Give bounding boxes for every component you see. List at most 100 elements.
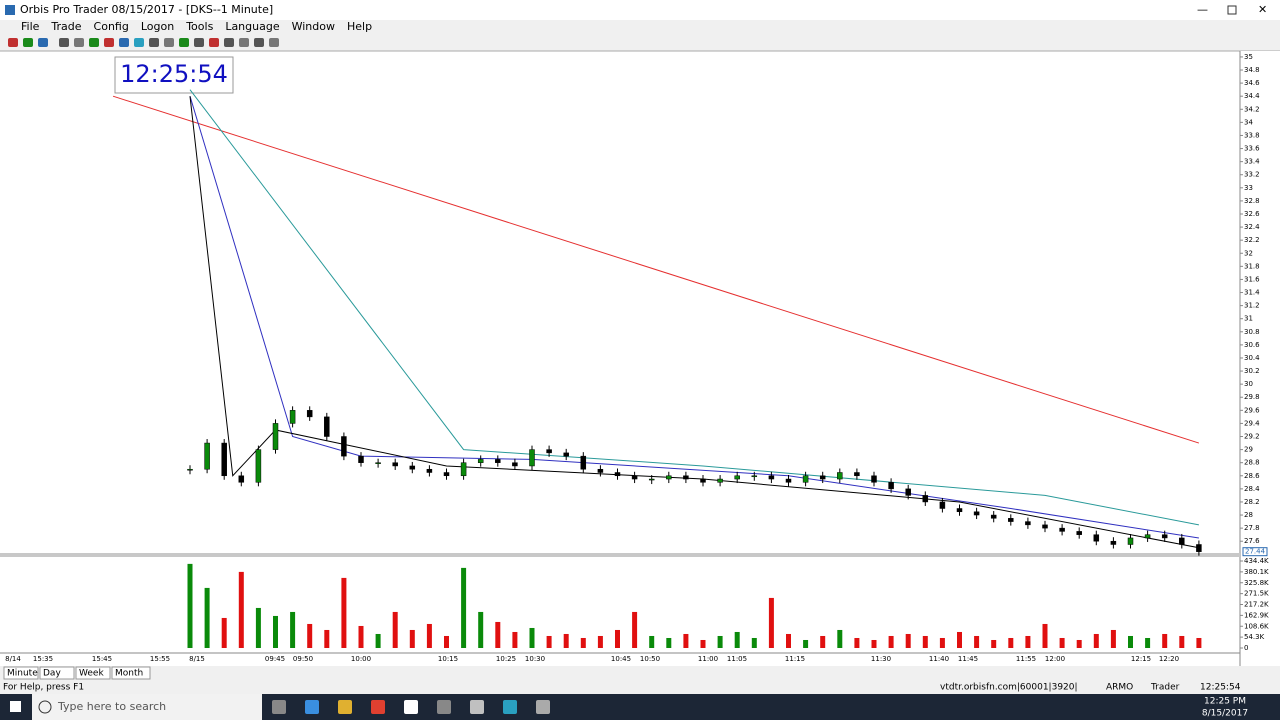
tool-icon[interactable] — [179, 38, 189, 47]
tool-icon[interactable] — [119, 38, 129, 47]
search-box[interactable] — [32, 694, 262, 720]
y-tick-label: 32.8 — [1244, 197, 1260, 205]
tool-icon[interactable] — [59, 38, 69, 47]
candle-body — [187, 468, 193, 471]
candle-body — [1127, 537, 1134, 545]
clock: 12:25:54 — [120, 60, 228, 88]
taskbar-app[interactable] — [536, 700, 550, 714]
menu-item[interactable]: File — [21, 20, 40, 33]
clock-box — [114, 56, 234, 94]
tab[interactable] — [39, 666, 75, 680]
tool-icon[interactable] — [194, 38, 204, 47]
volume-bar — [461, 567, 467, 648]
tool-icon[interactable] — [164, 38, 174, 47]
volume-bar — [734, 631, 740, 648]
candle-body — [819, 475, 826, 480]
tab[interactable] — [111, 666, 151, 680]
tool-icon[interactable] — [239, 38, 249, 47]
volume-bar — [1196, 637, 1202, 648]
time-label: 10:25 — [496, 655, 516, 663]
y-tick-label: 34.4 — [1244, 92, 1260, 100]
tool-icon[interactable] — [209, 38, 219, 47]
candle-body — [204, 442, 210, 470]
candle-body — [238, 475, 245, 483]
tool-icon[interactable] — [89, 38, 99, 47]
tabs: Minute Day Week Month — [3, 666, 151, 680]
volume-bar — [529, 627, 535, 648]
taskbar-app[interactable] — [470, 700, 484, 714]
tool-icon[interactable] — [224, 38, 234, 47]
candle-body — [392, 462, 398, 467]
menu-item[interactable]: Help — [347, 20, 372, 33]
close[interactable]: ✕ — [1258, 3, 1267, 16]
y-tick-label: 33 — [1244, 184, 1253, 192]
candle-body — [1008, 518, 1014, 522]
tool-icon[interactable] — [8, 38, 18, 47]
menu-item[interactable]: Trade — [50, 20, 81, 33]
volume-tick-label: 108.6K — [1244, 622, 1269, 630]
volume-bar — [290, 611, 296, 648]
volume-bar — [495, 621, 501, 648]
tray-time: 12:25 PM — [1204, 697, 1246, 707]
tool-icon[interactable] — [104, 38, 114, 47]
volume-bar — [1128, 635, 1133, 648]
taskbar-app[interactable] — [305, 700, 319, 714]
volume-bar — [905, 633, 911, 648]
menu-item[interactable]: Window — [292, 20, 335, 33]
moving-average — [112, 95, 1200, 444]
tool-icon[interactable] — [254, 38, 264, 47]
maximize[interactable] — [1227, 5, 1237, 15]
menu-item[interactable]: Logon — [141, 20, 174, 33]
volume-bar — [392, 611, 398, 648]
taskbar-app[interactable] — [272, 700, 286, 714]
tool-icon[interactable] — [269, 38, 279, 47]
volume-tick-label: 54.3K — [1244, 633, 1265, 641]
volume-bar — [1008, 637, 1014, 648]
last-price-box — [1242, 547, 1268, 557]
volume-bar — [375, 633, 381, 648]
y-tick-label: 35 — [1244, 53, 1253, 61]
tool-icon[interactable] — [134, 38, 144, 47]
y-tick-label: 31.2 — [1244, 302, 1260, 310]
volume-bar — [324, 629, 330, 648]
menu-item[interactable]: Config — [94, 20, 129, 33]
tool-icon[interactable] — [149, 38, 159, 47]
taskbar-app[interactable] — [404, 700, 418, 714]
volume-bar — [1179, 635, 1185, 648]
menu-item[interactable]: Language — [225, 20, 280, 33]
tray-date: 8/15/2017 — [1202, 709, 1248, 719]
candle-body — [854, 472, 860, 477]
y-tick-label: 28.6 — [1244, 472, 1260, 480]
time-label: 10:00 — [351, 655, 371, 663]
y-tick-label: 34.8 — [1244, 66, 1260, 74]
tool-icon[interactable] — [23, 38, 33, 47]
minimize[interactable]: — — [1197, 3, 1208, 16]
candle-body — [922, 495, 929, 503]
candle-body — [1196, 544, 1202, 552]
taskbar-app[interactable] — [338, 700, 352, 714]
pane-splitter — [0, 553, 1240, 557]
tool-icon[interactable] — [38, 38, 48, 47]
tool-icon[interactable] — [74, 38, 84, 47]
tab-bar — [0, 666, 1280, 680]
last-price: 27.44 — [1245, 548, 1266, 556]
time-label: 8/14 — [5, 655, 21, 663]
tab[interactable] — [3, 666, 39, 680]
tab[interactable] — [75, 666, 111, 680]
taskbar-app[interactable] — [437, 700, 451, 714]
volume-bar — [820, 635, 826, 648]
status-role: Trader — [1150, 683, 1180, 693]
volume-bar — [922, 635, 928, 648]
moving-average — [189, 96, 1199, 549]
volume-bar — [409, 629, 415, 648]
taskbar-app[interactable] — [371, 700, 385, 714]
start-button[interactable] — [10, 701, 21, 712]
title-bar — [0, 0, 1280, 20]
candle-body — [956, 508, 963, 513]
menu-item[interactable]: Tools — [185, 20, 213, 33]
taskbar-app[interactable] — [503, 700, 517, 714]
y-tick-label: 31.8 — [1244, 262, 1260, 270]
y-tick-label: 29.8 — [1244, 393, 1260, 401]
candle-body — [802, 475, 809, 483]
volume-bar — [221, 617, 227, 648]
